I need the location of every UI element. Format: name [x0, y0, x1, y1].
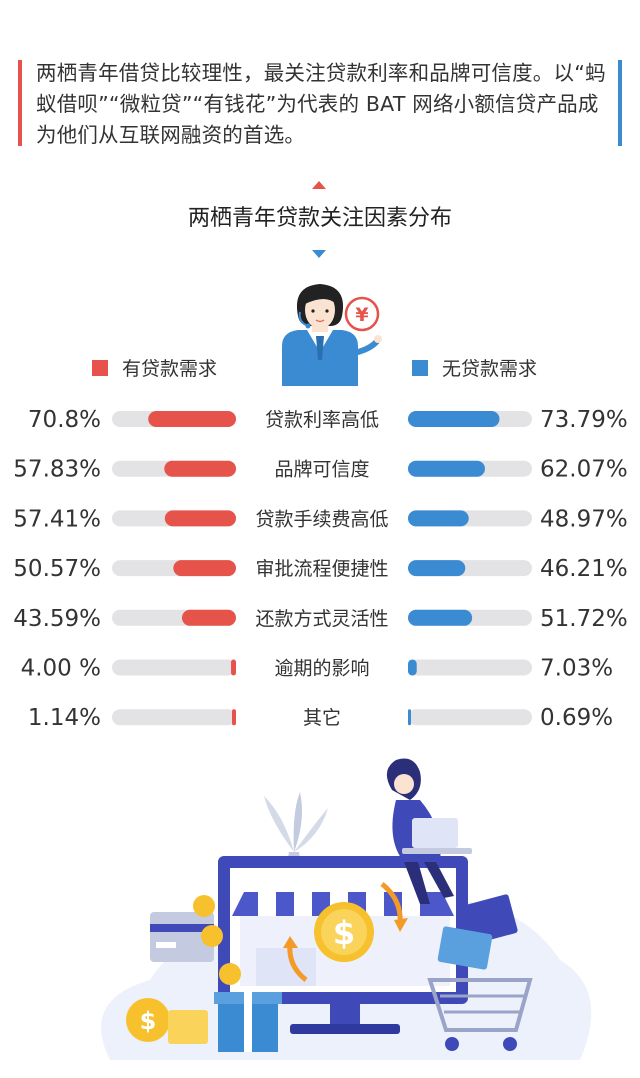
- bar-has-demand: [148, 411, 236, 427]
- triangle-up-icon: [312, 181, 326, 189]
- legend-no-demand: 无贷款需求: [412, 354, 537, 381]
- track-has-demand: [112, 709, 236, 726]
- chart-title: 两栖青年贷款关注因素分布: [187, 206, 452, 231]
- dollar-coin-icon: $: [283, 882, 408, 982]
- category-label: 贷款手续费高低: [255, 508, 388, 530]
- bar-no-demand: [408, 460, 485, 477]
- coin-stack-icon: $: [126, 895, 241, 1044]
- legend-has-demand: 有贷款需求: [92, 354, 217, 381]
- bar-has-demand: [232, 709, 236, 726]
- yen-coin-icon: ¥: [344, 296, 380, 332]
- bar-has-demand: [164, 460, 236, 477]
- value-label-no-demand: 48.97%: [540, 506, 628, 532]
- bar-no-demand: [408, 510, 469, 527]
- category-label: 其它: [303, 707, 341, 729]
- value-label-has-demand: 43.59%: [13, 606, 101, 632]
- value-label-has-demand: 57.41%: [13, 506, 101, 532]
- bar-has-demand: [164, 510, 236, 527]
- value-label-has-demand: 57.83%: [13, 457, 101, 483]
- intro-text: 两栖青年借贷比较理性，最关注贷款利率和品牌可信度。以“蚂蚁借呗”“微粒贷”“有钱…: [36, 61, 606, 147]
- value-label-has-demand: 50.57%: [13, 556, 101, 582]
- triangle-down-icon: [312, 250, 326, 258]
- svg-text:¥: ¥: [355, 304, 368, 326]
- intro-accent-left: [18, 60, 22, 146]
- value-label-no-demand: 46.21%: [540, 556, 628, 582]
- value-label-no-demand: 73.79%: [540, 407, 628, 433]
- value-label-has-demand: 70.8%: [28, 407, 101, 433]
- bar-has-demand: [231, 659, 236, 676]
- woman-avatar-icon: [282, 284, 382, 386]
- category-label: 逾期的影响: [274, 658, 369, 680]
- value-label-no-demand: 62.07%: [540, 457, 628, 483]
- category-label: 贷款利率高低: [265, 409, 379, 431]
- laptop-woman-icon: [386, 758, 472, 904]
- value-label-no-demand: 0.69%: [540, 705, 613, 731]
- bar-has-demand: [181, 609, 236, 626]
- svg-text:$: $: [140, 1007, 157, 1035]
- bar-no-demand: [408, 609, 473, 626]
- illustration-bottom: $ $: [101, 758, 592, 1060]
- svg-text:$: $: [333, 914, 355, 952]
- credit-card-icon: [150, 912, 214, 962]
- bar-no-demand: [408, 709, 411, 726]
- value-label-no-demand: 51.72%: [540, 606, 628, 632]
- category-label: 审批流程便捷性: [255, 558, 388, 580]
- legend-label-has-demand: 有贷款需求: [122, 358, 218, 380]
- intro-block: 两栖青年借贷比较理性，最关注贷款利率和品牌可信度。以“蚂蚁借呗”“微粒贷”“有钱…: [18, 58, 622, 150]
- value-label-no-demand: 7.03%: [540, 656, 613, 682]
- legend-label-no-demand: 无贷款需求: [442, 358, 538, 380]
- value-label-has-demand: 4.00 %: [21, 656, 101, 682]
- value-label-has-demand: 1.14%: [28, 705, 101, 731]
- track-no-demand: [408, 659, 532, 676]
- category-label: 品牌可信度: [274, 459, 369, 481]
- shopping-cart-icon: [427, 894, 533, 1051]
- legend-swatch-has-demand: [92, 359, 108, 376]
- legend-swatch-no-demand: [412, 359, 428, 376]
- track-no-demand: [408, 709, 532, 726]
- track-has-demand: [112, 659, 236, 676]
- bar-no-demand: [408, 560, 466, 577]
- bar-has-demand: [173, 560, 236, 577]
- intro-accent-right: [618, 60, 622, 146]
- bars-layer: 70.8% 73.79% 贷款利率高低 57.83% 62.07% 品牌可信度 57.41%…: [13, 407, 627, 731]
- bar-no-demand: [408, 411, 500, 427]
- gift-box-icon: [214, 992, 282, 1052]
- bar-no-demand: [408, 659, 417, 676]
- category-label: 还款方式灵活性: [255, 608, 388, 630]
